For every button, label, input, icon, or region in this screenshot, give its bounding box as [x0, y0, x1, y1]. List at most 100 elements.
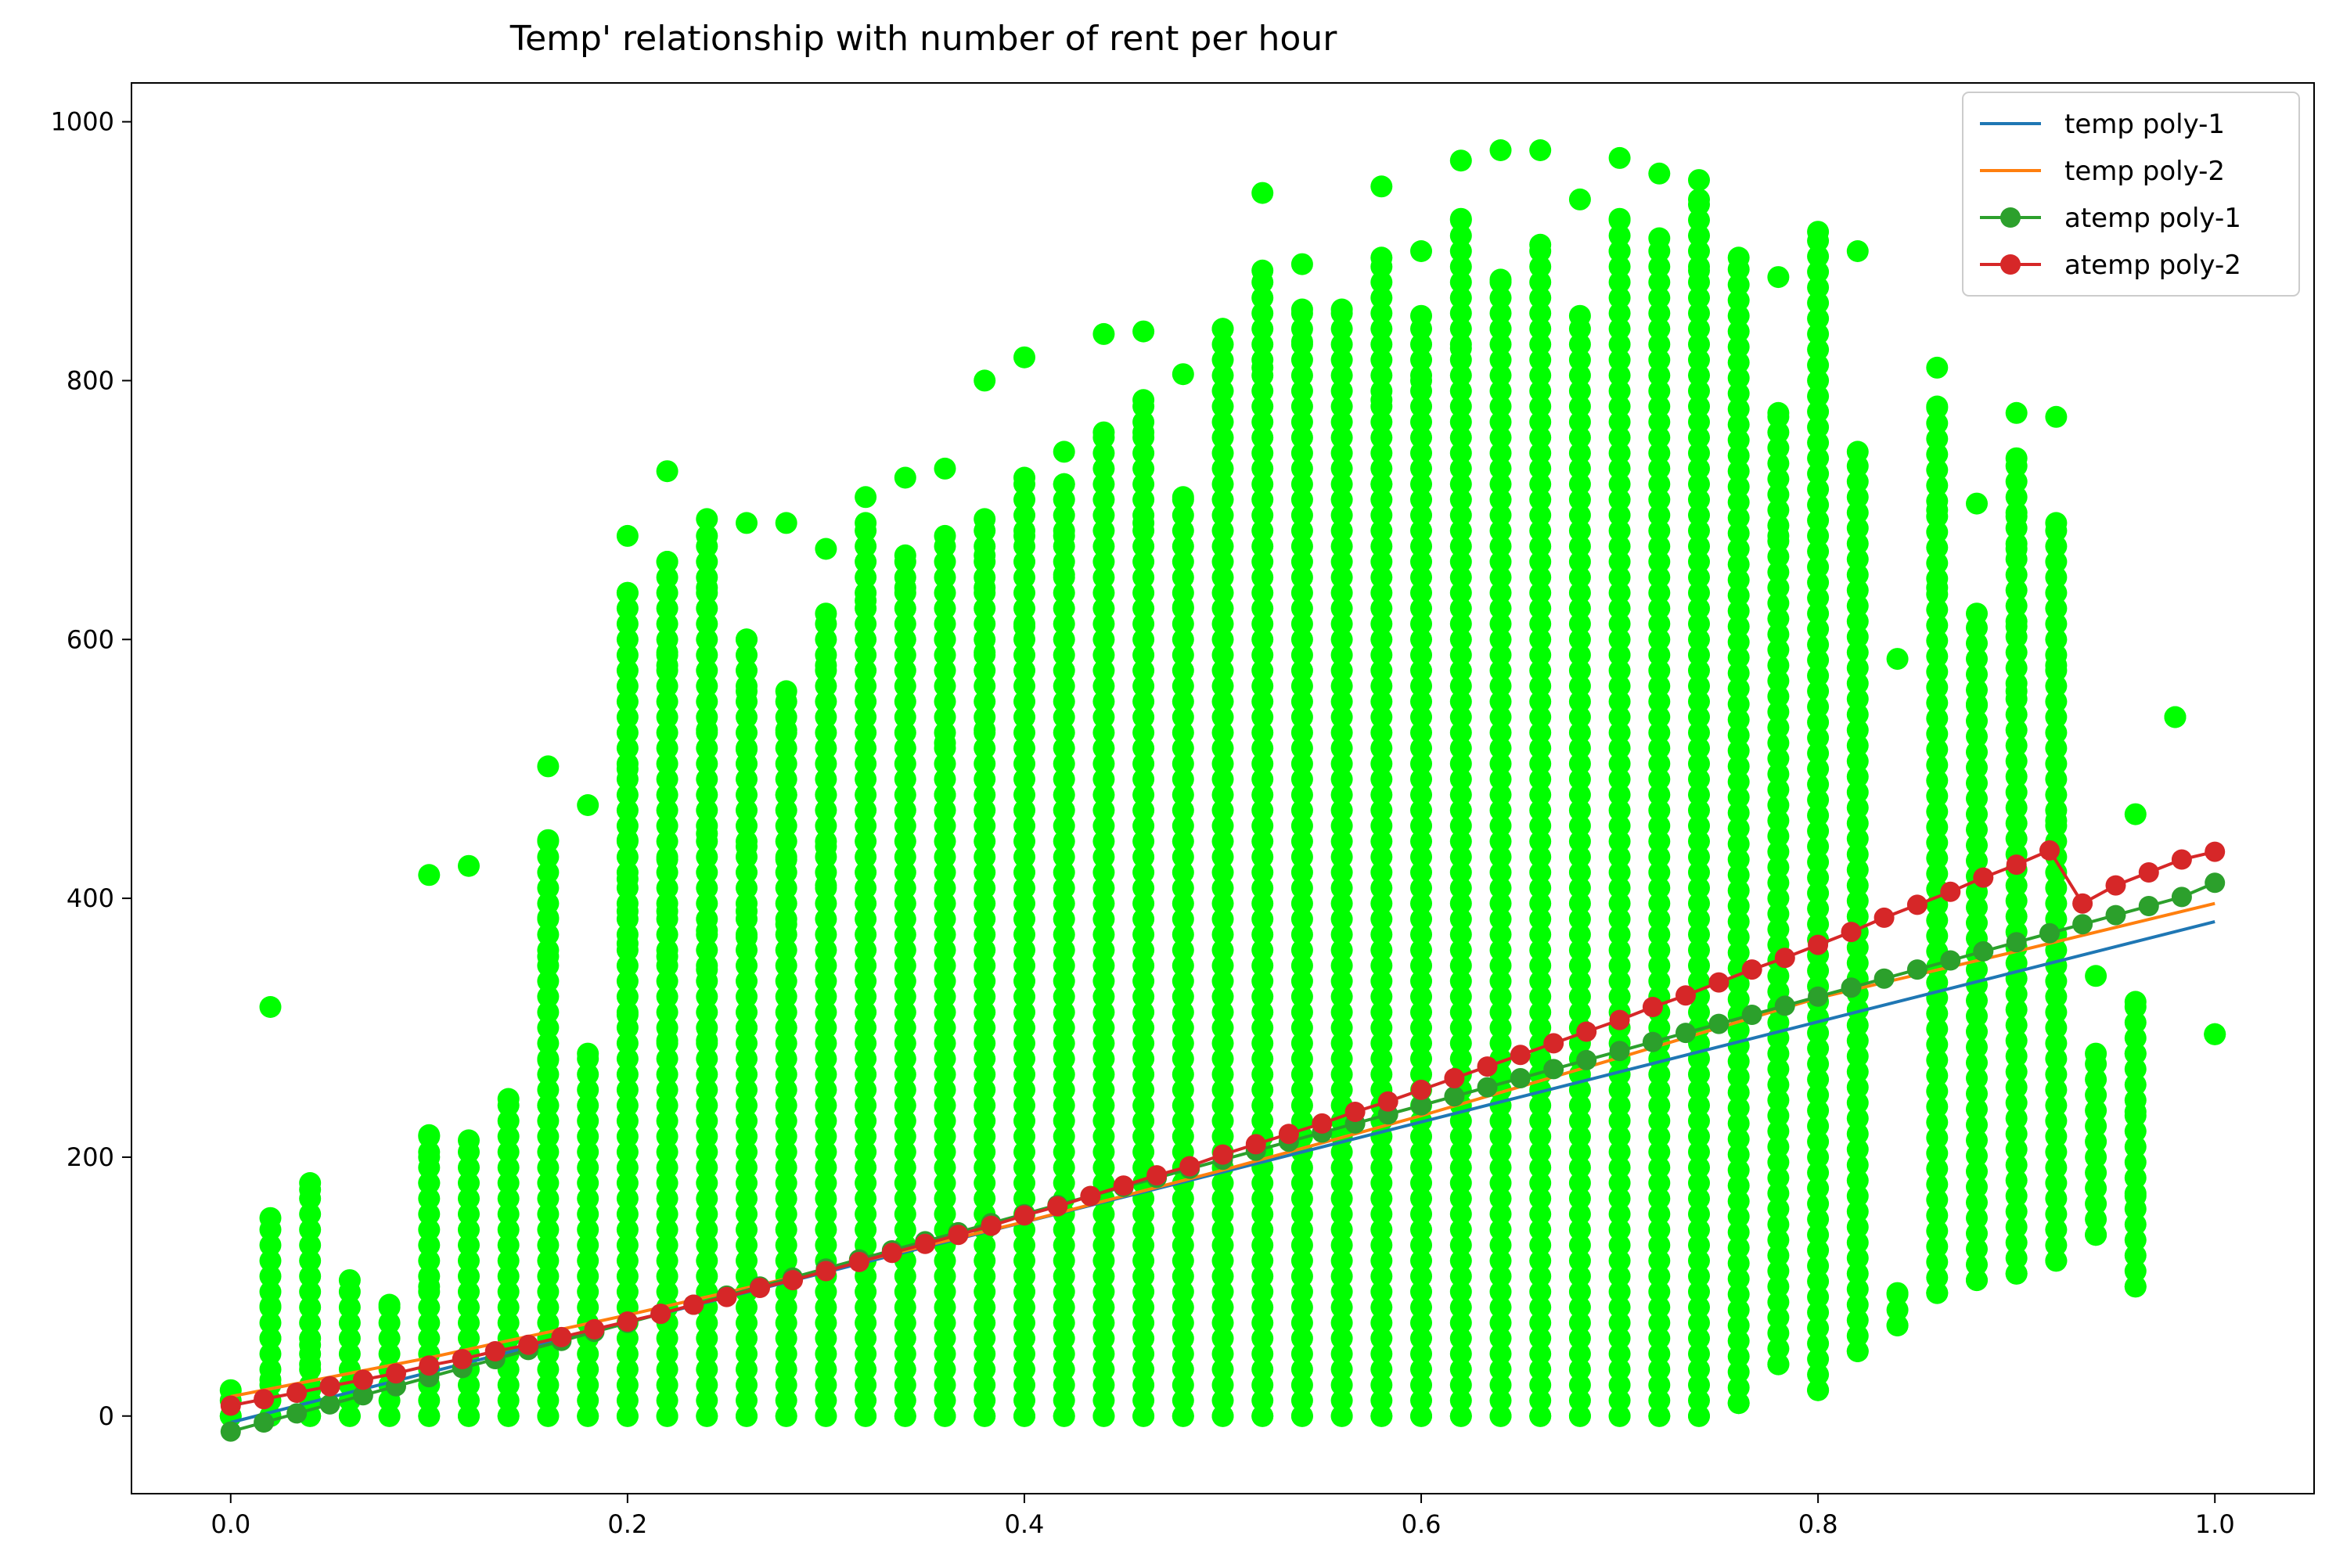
scatter-point	[1727, 429, 1750, 451]
scatter-point	[934, 706, 956, 728]
scatter-point	[1092, 520, 1115, 542]
scatter-point	[656, 848, 678, 871]
scatter-point	[1172, 1343, 1194, 1365]
scatter-point	[1926, 800, 1949, 823]
scatter-point	[1767, 577, 1790, 599]
scatter-point	[1251, 581, 1274, 604]
scatter-point	[1330, 1172, 1353, 1194]
scatter-point	[1013, 504, 1035, 527]
scatter-point	[1966, 803, 1988, 825]
scatter-point	[1489, 395, 1512, 418]
scatter-point	[855, 589, 877, 612]
scatter-point	[1132, 1001, 1155, 1023]
scatter-point	[1330, 1234, 1353, 1257]
scatter-point	[1529, 876, 1552, 899]
scatter-point	[1211, 442, 1234, 465]
scatter-point	[1648, 1234, 1671, 1257]
scatter-point	[2124, 1011, 2147, 1034]
scatter-point	[1608, 349, 1631, 371]
scatter-point	[2045, 706, 2068, 728]
scatter-point	[259, 1327, 282, 1350]
scatter-point	[1330, 349, 1353, 371]
scatter-point	[775, 939, 797, 962]
scatter-point	[855, 1063, 877, 1086]
scatter-point	[1370, 1048, 1393, 1070]
scatter-point	[2005, 1107, 2028, 1130]
scatter-point	[2045, 1141, 2068, 1163]
scatter-point	[815, 1343, 837, 1365]
scatter-point	[656, 1327, 678, 1350]
scatter-point	[894, 1172, 916, 1194]
scatter-point	[1648, 1296, 1671, 1318]
scatter-point	[1846, 1278, 1869, 1300]
scatter-point	[1926, 753, 1949, 776]
scatter-point	[1449, 149, 1472, 172]
scatter-point	[1727, 397, 1750, 420]
series-marker	[1477, 1056, 1498, 1077]
scatter-point	[1132, 861, 1155, 883]
series-marker	[1841, 977, 1862, 998]
scatter-point	[1926, 971, 1949, 994]
scatter-point	[1410, 1187, 1432, 1210]
scatter-point	[1529, 613, 1552, 635]
scatter-point	[1846, 1169, 1869, 1192]
scatter-point	[1727, 910, 1750, 933]
scatter-point	[815, 1327, 837, 1350]
scatter-point	[418, 1389, 441, 1412]
scatter-point	[1211, 395, 1234, 418]
scatter-point	[1370, 955, 1393, 977]
scatter-point	[1688, 318, 1710, 340]
scatter-point	[1330, 1343, 1353, 1365]
scatter-point	[894, 1109, 916, 1132]
scatter-point	[1489, 1389, 1512, 1412]
scatter-point	[815, 1141, 837, 1163]
scatter-point	[1251, 286, 1274, 309]
scatter-point	[1211, 1001, 1234, 1023]
scatter-point	[934, 1187, 956, 1210]
series-marker	[1741, 1005, 1762, 1025]
scatter-point	[1013, 1296, 1035, 1318]
scatter-point	[974, 1063, 996, 1086]
scatter-point	[1092, 768, 1115, 790]
scatter-point	[1529, 737, 1552, 760]
scatter-point	[1529, 255, 1552, 278]
scatter-point	[2164, 706, 2187, 728]
scatter-point	[577, 1125, 599, 1148]
scatter-point	[1172, 1265, 1194, 1288]
scatter-point	[1529, 1016, 1552, 1039]
scatter-point	[1172, 970, 1194, 992]
scatter-point	[1251, 644, 1274, 667]
scatter-point	[2045, 512, 2068, 534]
scatter-point	[1608, 690, 1631, 713]
scatter-point	[1807, 804, 1830, 827]
series-marker	[1973, 867, 1994, 888]
scatter-point	[458, 1389, 480, 1412]
scatter-point	[1688, 240, 1710, 262]
scatter-point	[775, 680, 797, 703]
scatter-point	[1568, 1281, 1591, 1303]
scatter-point	[696, 1156, 718, 1179]
scatter-point	[1846, 1309, 1869, 1332]
series-marker	[1377, 1091, 1398, 1112]
scatter-point	[1370, 302, 1393, 325]
scatter-point	[1013, 876, 1035, 899]
scatter-point	[1449, 721, 1472, 744]
scatter-point	[1568, 488, 1591, 511]
scatter-point	[696, 1218, 718, 1241]
scatter-point	[1886, 1314, 1909, 1336]
scatter-point	[577, 1265, 599, 1288]
scatter-point	[815, 1172, 837, 1194]
scatter-point	[1013, 846, 1035, 869]
scatter-point	[1290, 1001, 1313, 1023]
scatter-point	[974, 876, 996, 899]
scatter-point	[1410, 1141, 1432, 1163]
scatter-point	[2005, 680, 2028, 703]
scatter-point	[2124, 1228, 2147, 1251]
scatter-point	[1727, 1081, 1750, 1104]
scatter-point	[1172, 613, 1194, 635]
scatter-point	[1211, 970, 1234, 992]
scatter-point	[656, 945, 678, 968]
scatter-point	[1251, 613, 1274, 635]
scatter-point	[1211, 1404, 1234, 1427]
scatter-point	[656, 1218, 678, 1241]
